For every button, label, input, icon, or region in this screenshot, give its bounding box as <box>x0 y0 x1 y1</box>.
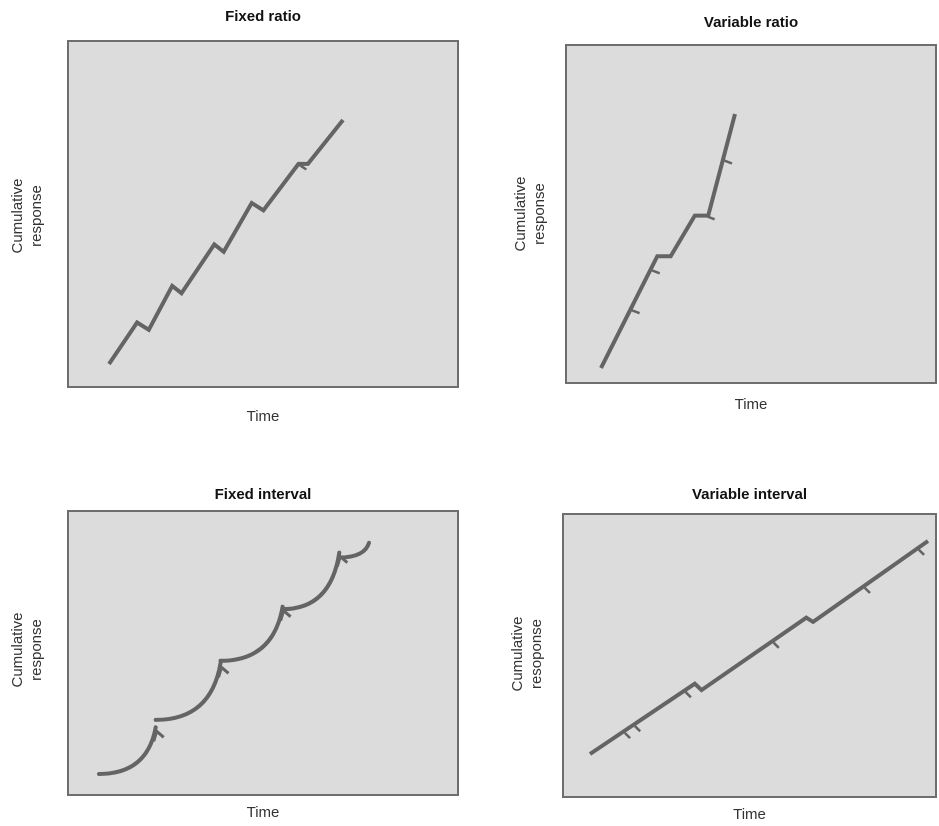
reinforcement-marker <box>634 725 642 733</box>
series-line <box>599 113 737 369</box>
reinforcement-marker <box>215 244 223 252</box>
reinforcement-marker <box>684 691 692 699</box>
plot-area <box>67 510 459 796</box>
x-axis-label: Time <box>734 396 768 413</box>
reinforcement-marker <box>772 641 780 649</box>
chart-title: Variable ratio <box>703 14 799 31</box>
x-axis-label: Time <box>246 408 280 425</box>
y-axis-label: Cumulative response <box>8 570 48 730</box>
y-axis-label-line1: Cumulative <box>9 612 26 688</box>
reinforcement-marker <box>137 322 146 330</box>
chart-title: Variable interval <box>691 486 808 503</box>
plot-area <box>565 44 937 384</box>
reinforcement-marker <box>724 159 733 165</box>
series-line <box>97 540 371 776</box>
y-axis-label: Cumulative response <box>8 136 48 296</box>
reinforcement-marker <box>252 203 261 210</box>
plot-svg <box>599 113 737 369</box>
reinforcement-marker <box>631 309 641 315</box>
reinforcement-marker <box>335 553 349 568</box>
reinforcement-marker <box>651 269 661 275</box>
reinforcement-marker <box>918 548 925 556</box>
reinforcement-marker <box>624 732 631 739</box>
reinforcement-marker <box>279 608 292 622</box>
chart-title: Fixed interval <box>214 486 312 503</box>
plot-area <box>562 513 937 798</box>
plot-svg <box>107 118 345 366</box>
reinforcement-marker <box>217 664 230 678</box>
reinforcement-marker <box>706 215 716 221</box>
plot-area <box>67 40 459 388</box>
y-axis-label: Cumulative response <box>511 134 551 294</box>
y-axis-label-line2: response <box>28 185 45 247</box>
y-axis-label-line2: resoponse <box>528 618 545 690</box>
reinforcement-marker <box>299 164 307 171</box>
reinforcement-marker <box>863 587 871 594</box>
x-axis-label: Time <box>733 806 766 823</box>
y-axis-label-line2: response <box>28 619 45 681</box>
chart-title: Fixed ratio <box>225 8 301 25</box>
x-axis-label: Time <box>246 804 280 821</box>
plot-svg <box>97 540 371 776</box>
y-axis-label-line1: Cumulative <box>512 176 529 252</box>
y-axis-label: Cumulative resoponse <box>508 574 548 734</box>
y-axis-label-line1: Cumulative <box>9 178 26 254</box>
reinforcement-marker <box>152 728 165 742</box>
series-line <box>588 539 930 756</box>
plot-svg <box>588 539 930 756</box>
y-axis-label-line1: Cumulative <box>509 616 526 692</box>
y-axis-label-line2: response <box>531 183 548 245</box>
reinforcement-marker <box>172 286 181 293</box>
